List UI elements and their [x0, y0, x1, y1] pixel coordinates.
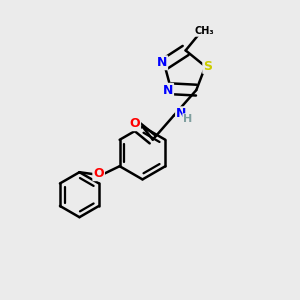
Text: S: S	[203, 60, 212, 73]
Text: O: O	[130, 117, 140, 130]
Text: N: N	[176, 107, 187, 120]
Text: O: O	[93, 167, 104, 180]
Text: H: H	[183, 114, 193, 124]
Text: CH₃: CH₃	[195, 26, 214, 36]
Text: N: N	[157, 56, 167, 69]
Text: N: N	[163, 84, 173, 97]
